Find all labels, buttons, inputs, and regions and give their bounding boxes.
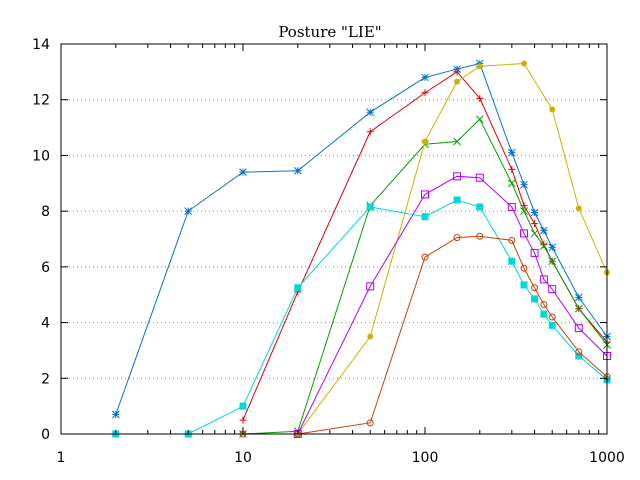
data-point	[294, 284, 302, 292]
chart-title: Posture "LIE"	[278, 23, 381, 41]
series-4	[294, 60, 610, 437]
data-point	[540, 242, 548, 250]
data-point	[520, 264, 528, 272]
y-tick-label: 6	[41, 260, 50, 276]
series-5	[293, 172, 611, 438]
series-line	[297, 175, 608, 435]
data-point	[421, 213, 429, 221]
data-point	[239, 402, 247, 410]
data-point	[574, 293, 583, 302]
series-1	[111, 59, 611, 419]
y-tick-label: 4	[41, 316, 50, 332]
data-point	[366, 128, 374, 136]
data-point	[366, 282, 375, 291]
data-point	[549, 106, 556, 113]
axis-layer: 0 2 4 6 8 10 12 14 1 10 100 1000	[32, 37, 625, 466]
data-point	[366, 419, 374, 427]
data-point	[476, 232, 484, 240]
data-point	[366, 203, 374, 211]
data-point	[574, 304, 583, 313]
data-point	[574, 324, 583, 333]
data-point	[422, 138, 428, 145]
data-point	[476, 94, 484, 102]
data-point	[239, 416, 247, 424]
data-point	[530, 208, 539, 217]
series-2	[239, 68, 611, 424]
series-line	[243, 235, 608, 435]
series-layer	[111, 59, 611, 438]
y-tick-label: 14	[32, 37, 50, 53]
data-point	[111, 410, 120, 419]
data-point	[531, 295, 539, 303]
data-point	[475, 115, 484, 124]
series-line	[242, 118, 608, 435]
series-line	[115, 62, 608, 415]
data-point	[184, 207, 193, 215]
data-point	[539, 275, 548, 284]
data-point	[366, 108, 375, 117]
data-point	[520, 281, 528, 289]
data-point	[507, 202, 516, 211]
data-point	[530, 229, 539, 238]
y-tick-label: 12	[32, 93, 50, 109]
data-point	[453, 137, 461, 146]
data-point	[520, 180, 528, 189]
data-point	[540, 226, 548, 235]
data-point	[520, 229, 529, 238]
data-point	[508, 257, 516, 265]
data-point	[575, 352, 583, 360]
data-point	[507, 148, 516, 157]
x-tick-label: 1	[57, 450, 66, 466]
data-point	[548, 321, 556, 329]
data-point	[453, 172, 462, 181]
x-tick-label: 10	[234, 450, 252, 466]
data-point	[421, 73, 429, 82]
data-point	[476, 203, 484, 211]
series-3	[239, 115, 611, 438]
data-point	[530, 248, 539, 257]
data-point	[421, 190, 429, 199]
data-point	[507, 179, 516, 188]
data-point	[475, 173, 484, 182]
data-point	[293, 166, 302, 175]
y-tick-label: 2	[41, 371, 50, 387]
data-point	[453, 68, 461, 76]
data-point	[548, 257, 557, 266]
y-tick-label: 0	[41, 427, 50, 443]
data-point	[476, 63, 483, 70]
data-point	[453, 234, 461, 242]
data-point	[367, 333, 374, 340]
data-point	[454, 78, 461, 85]
data-point	[531, 220, 539, 228]
data-point	[540, 310, 548, 318]
data-point	[453, 196, 461, 204]
data-point	[239, 168, 247, 176]
y-tick-label: 10	[32, 148, 50, 164]
x-tick-label: 100	[412, 450, 439, 466]
data-point	[421, 89, 429, 97]
data-point	[548, 313, 556, 321]
data-point	[508, 165, 516, 173]
y-tick-label: 8	[41, 204, 50, 220]
data-point	[548, 243, 557, 252]
data-point	[531, 284, 539, 292]
data-point	[575, 205, 582, 212]
data-point	[520, 207, 528, 215]
data-point	[521, 60, 528, 67]
data-point	[540, 300, 548, 308]
x-tick-label: 1000	[589, 450, 625, 466]
data-point	[575, 348, 583, 356]
plot-frame	[60, 43, 608, 435]
data-point	[421, 253, 429, 261]
data-point	[548, 285, 557, 294]
data-point	[508, 236, 516, 244]
series-line	[297, 62, 608, 435]
